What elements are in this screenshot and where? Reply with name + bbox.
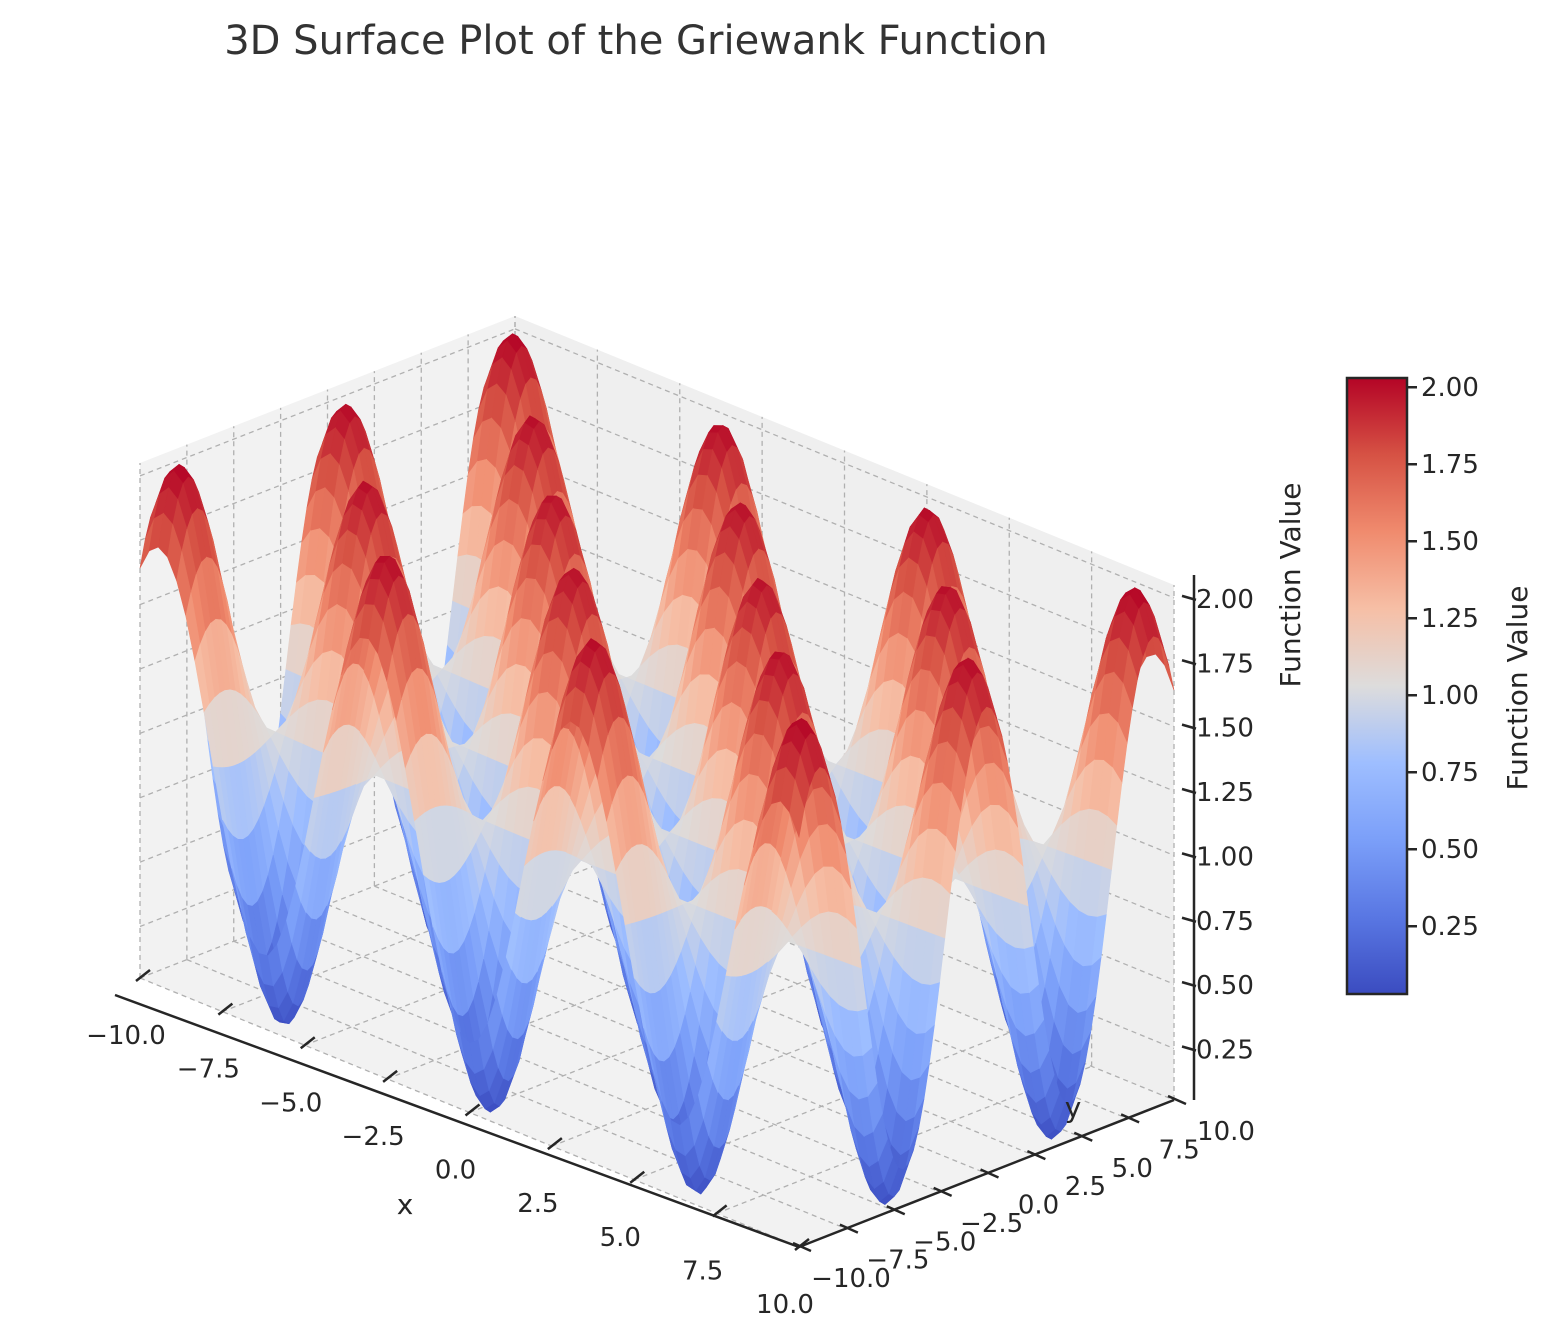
- grid-line-z: [514, 328, 1175, 599]
- grid-line-z: [514, 585, 1175, 856]
- chart-title: 3D Surface Plot of the Griewank Function: [224, 18, 1048, 64]
- grid-line-z: [514, 392, 1175, 663]
- grid-line-y: [233, 940, 893, 1211]
- surface-plot: [139, 333, 1175, 1205]
- grid-line-z: [514, 521, 1175, 792]
- grid-line-z: [139, 328, 516, 477]
- grid-line-y: [467, 848, 1128, 1119]
- grid-line-y: [280, 922, 940, 1193]
- grid-line-z: [514, 457, 1175, 728]
